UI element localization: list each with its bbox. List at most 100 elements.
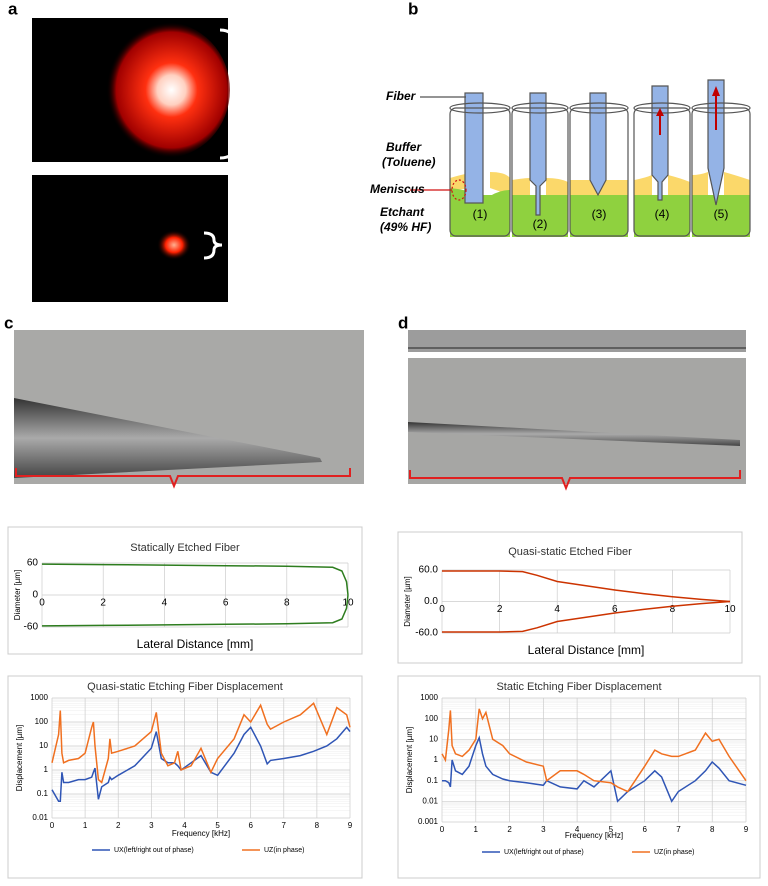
x-tick-label: 4 bbox=[162, 598, 168, 609]
dimension: ~5 µm bbox=[252, 238, 287, 252]
x-tick-label: 7 bbox=[282, 821, 287, 830]
label: Buffer bbox=[386, 140, 422, 154]
x-tick-label: 8 bbox=[284, 598, 290, 609]
bracket bbox=[409, 470, 741, 491]
y-tick-label: 100 bbox=[35, 717, 49, 726]
x-tick-label: 4 bbox=[182, 821, 187, 830]
bracket bbox=[219, 28, 246, 160]
panel-label: d bbox=[398, 313, 408, 332]
y-axis-label: Diameter [µm] bbox=[403, 576, 412, 626]
step-label: (1) bbox=[473, 207, 488, 221]
x-tick-label: 8 bbox=[710, 825, 715, 834]
series-line bbox=[41, 563, 349, 596]
y-tick-label: 0.01 bbox=[32, 813, 48, 822]
y-tick-label: 0.001 bbox=[418, 817, 439, 826]
series-line bbox=[442, 735, 747, 803]
y-tick-label: 0 bbox=[32, 590, 38, 601]
legend-label: UX(left/right out of phase) bbox=[504, 849, 584, 856]
y-tick-label: 0.1 bbox=[427, 776, 439, 785]
x-axis-label: Lateral Distance [mm] bbox=[137, 637, 254, 651]
y-axis-label: Displacement [µm] bbox=[15, 725, 24, 791]
y-tick-label: 60 bbox=[27, 558, 39, 569]
y-tick-label: 1 bbox=[434, 755, 439, 764]
x-tick-label: 5 bbox=[609, 825, 614, 834]
x-tick-label: 0 bbox=[39, 598, 45, 609]
fiber-tip bbox=[14, 398, 322, 478]
fiber-tip bbox=[408, 422, 740, 446]
x-axis-label: Frequency [kHz] bbox=[172, 829, 230, 838]
x-tick-label: 2 bbox=[116, 821, 121, 830]
label: Meniscus bbox=[370, 182, 425, 196]
x-tick-label: 2 bbox=[100, 598, 106, 609]
panel-label: a bbox=[8, 0, 18, 18]
x-tick-label: 2 bbox=[507, 825, 512, 834]
panel-label: c bbox=[4, 313, 13, 332]
x-tick-label: 6 bbox=[642, 825, 647, 834]
x-tick-label: 6 bbox=[223, 598, 229, 609]
x-tick-label: 9 bbox=[348, 821, 353, 830]
chart-frame bbox=[7, 526, 363, 655]
step-label: (3) bbox=[592, 207, 607, 221]
step-label: (4) bbox=[655, 207, 670, 221]
step-label: (2) bbox=[533, 217, 548, 231]
bracket bbox=[203, 231, 223, 260]
label: Fiber bbox=[386, 89, 417, 103]
x-axis-label: Frequency [kHz] bbox=[565, 831, 623, 840]
y-tick-label: 60.0 bbox=[419, 565, 439, 576]
micrograph bbox=[408, 358, 746, 484]
x-tick-label: 1 bbox=[474, 825, 479, 834]
series-line bbox=[41, 594, 349, 627]
x-tick-label: 3 bbox=[541, 825, 546, 834]
y-axis-label: Displacement [µm] bbox=[405, 727, 414, 793]
series-line bbox=[442, 600, 731, 633]
series-line bbox=[441, 708, 747, 793]
y-tick-label: 1000 bbox=[30, 693, 48, 702]
x-tick-label: 6 bbox=[612, 604, 618, 615]
legend-label: UX(left/right out of phase) bbox=[114, 847, 194, 854]
y-tick-label: 10 bbox=[39, 741, 48, 750]
y-tick-label: 1 bbox=[44, 765, 49, 774]
spot bbox=[100, 22, 230, 158]
chart-title: Quasi-static Etched Fiber bbox=[508, 546, 632, 558]
x-tick-label: 7 bbox=[676, 825, 681, 834]
x-tick-label: 2 bbox=[497, 604, 503, 615]
x-tick-label: 0 bbox=[440, 825, 445, 834]
x-tick-label: 4 bbox=[554, 604, 560, 615]
etching-diagram bbox=[410, 79, 751, 237]
y-tick-label: 0.01 bbox=[422, 796, 438, 805]
chart-title: Static Etching Fiber Displacement bbox=[496, 681, 661, 693]
scale-label: 0.18 mm bbox=[150, 493, 198, 507]
legend-label: UZ(in phase) bbox=[654, 849, 694, 856]
y-axis-label: Diameter [µm] bbox=[13, 570, 22, 620]
y-tick-label: 10 bbox=[429, 734, 438, 743]
y-tick-label: 0.1 bbox=[37, 789, 49, 798]
scale-strip bbox=[408, 330, 746, 352]
step-label: (5) bbox=[714, 207, 729, 221]
x-tick-label: 9 bbox=[744, 825, 749, 834]
bracket bbox=[15, 468, 351, 489]
panel-label: b bbox=[408, 0, 418, 18]
x-tick-label: 3 bbox=[149, 821, 154, 830]
scale-label: 0.18 mm bbox=[542, 493, 590, 507]
x-tick-label: 8 bbox=[315, 821, 320, 830]
series-line bbox=[442, 570, 731, 603]
y-tick-label: -60 bbox=[24, 622, 39, 633]
y-tick-label: 1000 bbox=[420, 693, 438, 702]
x-tick-label: 1 bbox=[83, 821, 88, 830]
x-tick-label: 10 bbox=[724, 604, 736, 615]
y-tick-label: -60.0 bbox=[415, 628, 438, 639]
label: Etchant bbox=[380, 205, 425, 219]
x-tick-label: 5 bbox=[215, 821, 220, 830]
chart-title: Statically Etched Fiber bbox=[130, 542, 240, 554]
y-tick-label: 0.0 bbox=[424, 596, 438, 607]
x-tick-label: 6 bbox=[248, 821, 253, 830]
chart-title: Quasi-static Etching Fiber Displacement bbox=[87, 681, 283, 693]
x-tick-label: 0 bbox=[439, 604, 445, 615]
x-tick-label: 0 bbox=[50, 821, 55, 830]
x-axis-label: Lateral Distance [mm] bbox=[528, 643, 645, 657]
x-tick-label: 10 bbox=[342, 598, 354, 609]
label: (Toluene) bbox=[382, 155, 436, 169]
series-line bbox=[51, 702, 351, 784]
y-tick-label: 100 bbox=[425, 714, 439, 723]
spot bbox=[157, 230, 191, 260]
